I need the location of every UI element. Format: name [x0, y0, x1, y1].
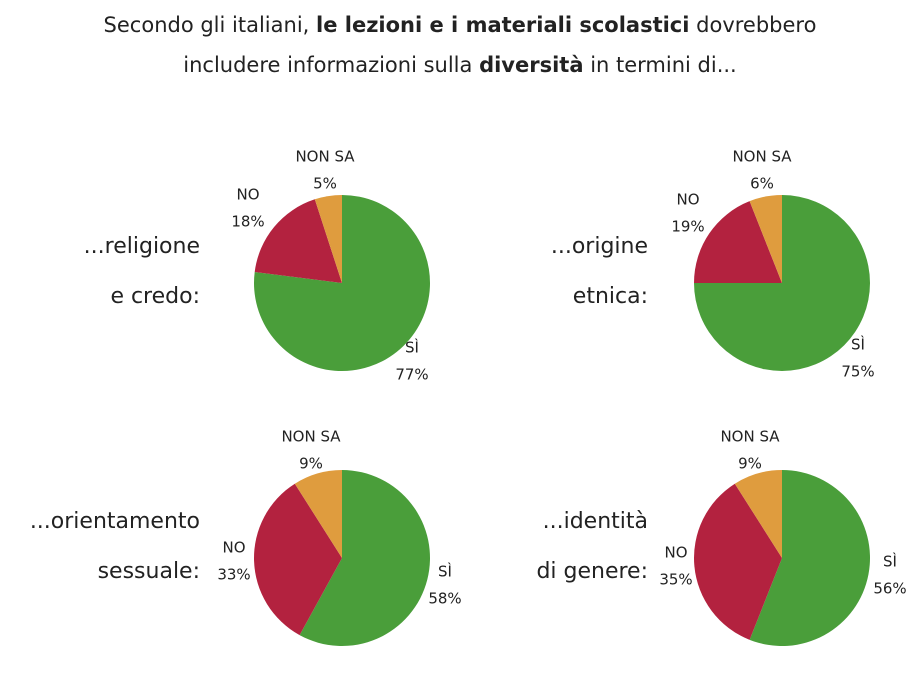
slice-value-label: 19% — [671, 218, 704, 236]
slice-value-label: 9% — [299, 455, 323, 473]
pie-slice — [294, 470, 342, 558]
title-segment: dovrebbero — [689, 13, 816, 37]
title-line: includere informazioni sulla diversità i… — [183, 53, 736, 77]
slice-value-label: 35% — [659, 571, 692, 589]
chart-title: di genere: — [536, 559, 648, 584]
title-segment: le lezioni e i materiali scolastici — [316, 13, 689, 37]
slice-value-label: 18% — [231, 213, 264, 231]
slice-value-label: 77% — [395, 366, 428, 384]
pie-slice — [734, 470, 782, 558]
slice-category: NO — [664, 544, 687, 562]
title-segment: includere informazioni sulla — [183, 53, 479, 77]
slice-value-label: 75% — [841, 363, 874, 381]
chart-title: sessuale: — [98, 559, 200, 584]
pie-slice — [694, 201, 782, 283]
slice-category: NON SA — [295, 148, 355, 166]
title-segment: diversità — [479, 53, 583, 77]
pie-slice — [254, 199, 342, 283]
chart-title: ...identità — [543, 509, 648, 534]
slice-value-label: 58% — [428, 590, 461, 608]
title-segment: in termini di... — [584, 53, 737, 77]
slice-value-label: 33% — [217, 566, 250, 584]
pie-slice — [749, 470, 871, 646]
chart-title: ...origine — [551, 234, 648, 259]
slice-category: NO — [222, 539, 245, 557]
slice-category: NO — [236, 186, 259, 204]
slice-category: NON SA — [281, 428, 341, 446]
pie-slice — [314, 195, 342, 283]
slice-category: SÌ — [405, 338, 419, 357]
pie-slice — [299, 470, 431, 646]
slice-category: SÌ — [883, 552, 897, 571]
chart-title: e credo: — [110, 284, 200, 309]
slice-value-label: 56% — [873, 580, 906, 598]
slice-value-label: 6% — [750, 175, 774, 193]
slice-category: NON SA — [720, 428, 780, 446]
title-line: Secondo gli italiani, le lezioni e i mat… — [104, 13, 817, 37]
pie-slice — [749, 195, 782, 283]
chart-title: ...orientamento — [30, 509, 200, 534]
slice-category: NO — [676, 191, 699, 209]
title-segment: Secondo gli italiani, — [104, 13, 316, 37]
chart-title: ...religione — [84, 234, 200, 259]
chart-title: etnica: — [573, 284, 648, 309]
slice-value-label: 9% — [738, 455, 762, 473]
slice-value-label: 5% — [313, 175, 337, 193]
slice-category: SÌ — [438, 562, 452, 581]
pie-slice — [694, 483, 782, 640]
pie-slice — [254, 483, 342, 636]
slice-category: SÌ — [851, 335, 865, 354]
slice-category: NON SA — [732, 148, 792, 166]
